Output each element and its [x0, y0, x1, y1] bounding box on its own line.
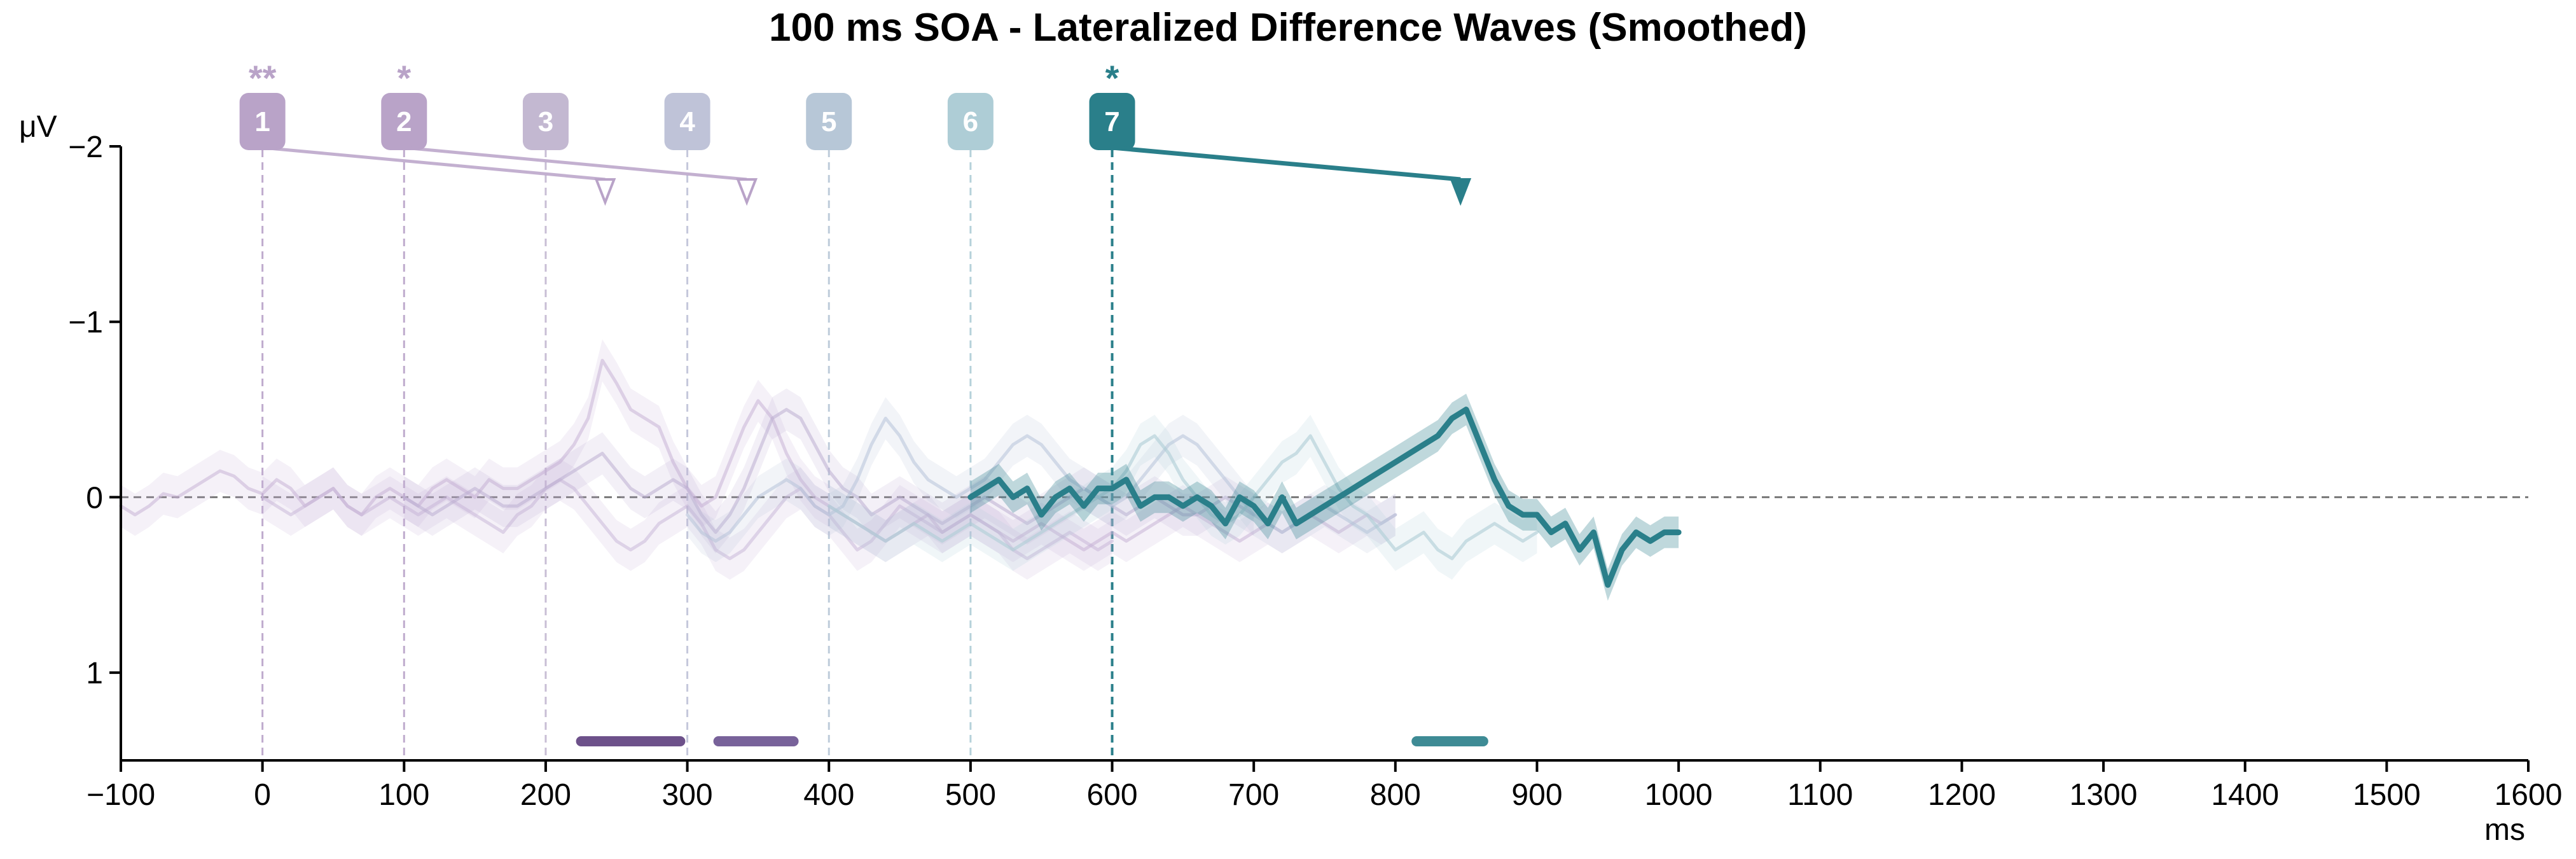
- plot-area: 1 ** 2 * 3 4 5 6 7 * −100 0 100 200 300 400 500 600 700 800…: [68, 58, 2562, 812]
- marker-arrow: [1112, 145, 1461, 182]
- x-tick-label: 1200: [1928, 778, 1996, 812]
- x-axis-unit: ms: [2484, 813, 2525, 847]
- marker-label: 1: [254, 106, 270, 137]
- x-tick-label: 1300: [2070, 778, 2138, 812]
- y-tick-label: 0: [86, 481, 103, 515]
- series-line: [261, 478, 1114, 561]
- marker-badge: [947, 93, 994, 150]
- marker-label: 5: [821, 106, 836, 137]
- x-tick-label: 600: [1086, 778, 1137, 812]
- x-tick-label: 0: [254, 778, 271, 812]
- x-tick-label: 800: [1370, 778, 1421, 812]
- marker-label: 4: [679, 106, 695, 137]
- x-tick-label: 1100: [1787, 778, 1853, 812]
- series-line: [967, 407, 1682, 588]
- x-tick-label: 300: [662, 778, 713, 812]
- y-axis-unit: μV: [19, 110, 57, 144]
- marker-badge: [806, 93, 852, 150]
- marker-arrow: [404, 146, 747, 181]
- x-tick-label: 1400: [2211, 778, 2279, 812]
- x-tick-label: 700: [1228, 778, 1279, 812]
- series-line: [827, 434, 1539, 561]
- y-tick-label: −1: [68, 306, 103, 340]
- x-tick-label: 1600: [2495, 778, 2563, 812]
- x-tick-label: 100: [378, 778, 429, 812]
- arrow-head: [736, 178, 758, 206]
- chart-title: 100 ms SOA - Lateralized Difference Wave…: [769, 6, 1807, 50]
- marker-label: 6: [963, 106, 978, 137]
- arrow-head: [1450, 178, 1472, 206]
- marker-label: 3: [538, 106, 553, 137]
- marker-badge: [522, 93, 569, 150]
- x-tick-label: 500: [945, 778, 996, 812]
- arrow-head: [594, 178, 616, 206]
- marker-arrow: [262, 146, 606, 181]
- x-tick-label: 200: [520, 778, 571, 812]
- marker-badge: [381, 93, 427, 150]
- series-error-band: [121, 339, 1395, 571]
- x-tick-label: 1500: [2353, 778, 2421, 812]
- x-tick-label: −100: [87, 778, 155, 812]
- y-tick-label: 1: [86, 657, 103, 690]
- x-tick-label: 900: [1511, 778, 1562, 812]
- significance-stars: **: [249, 58, 277, 98]
- series-error-band: [262, 458, 1112, 580]
- marker-label: 2: [396, 106, 412, 137]
- marker-label: 7: [1104, 106, 1119, 137]
- x-tick-label: 400: [803, 778, 854, 812]
- x-tick-label: 1000: [1645, 778, 1713, 812]
- series-error-band: [829, 414, 1537, 580]
- series-error-band: [970, 393, 1679, 601]
- significance-stars: *: [1105, 58, 1119, 98]
- series-error-band: [687, 397, 1395, 562]
- series-line: [686, 416, 1397, 543]
- significance-stars: *: [397, 58, 411, 98]
- y-tick-label: −2: [68, 130, 103, 164]
- marker-badge: [239, 93, 286, 150]
- marker-badge: [664, 93, 710, 150]
- marker-badge: [1089, 93, 1135, 150]
